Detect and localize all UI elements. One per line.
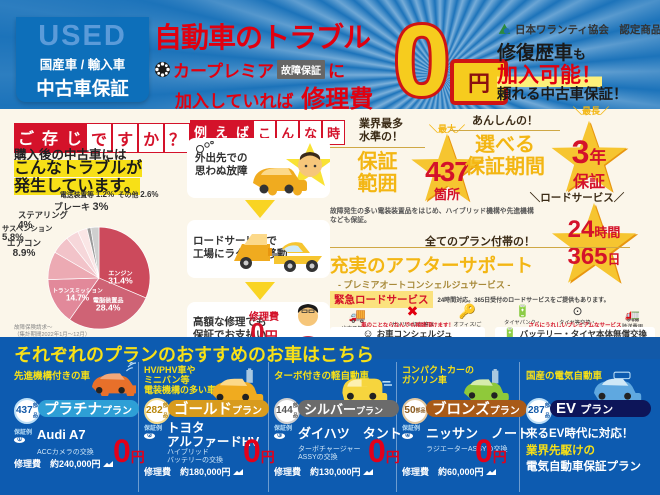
- svg-text:31.4%: 31.4%: [108, 276, 133, 286]
- svg-text:28.4%: 28.4%: [96, 303, 121, 313]
- svg-text:14.7%: 14.7%: [66, 293, 90, 302]
- svg-text:0: 0: [394, 9, 450, 109]
